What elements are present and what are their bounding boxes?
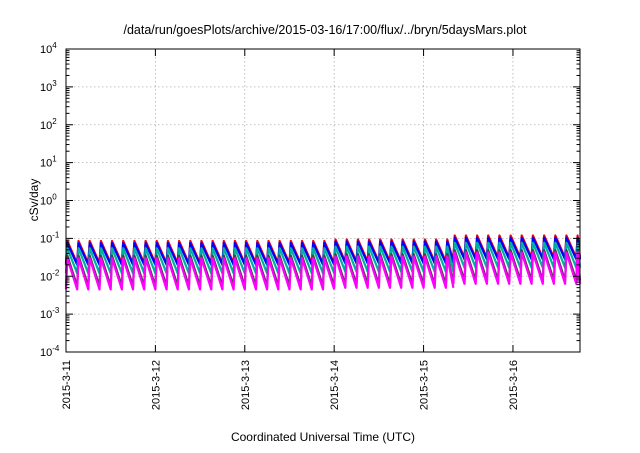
x-axis: 2015-3-11 2015-3-12 2015-3-13 2015-3-14 2015… xyxy=(61,49,520,410)
y-tick-label: 10-2 xyxy=(40,268,60,283)
y-tick-base: 10 xyxy=(40,271,52,283)
x-tick-label: 2015-3-12 xyxy=(150,360,162,410)
y-tick-exponent: 4 xyxy=(52,41,57,50)
y-tick-label: 10-3 xyxy=(40,306,60,321)
series-layer xyxy=(64,234,582,291)
y-tick-label: 104 xyxy=(40,41,57,56)
x-tick-label: 2015-3-13 xyxy=(240,360,252,410)
y-tick-exponent: -2 xyxy=(52,268,60,277)
y-tick-exponent: 2 xyxy=(52,117,57,126)
y-axis-label: cSv/day xyxy=(27,179,41,222)
y-tick-base: 10 xyxy=(40,347,52,359)
y-tick-base: 10 xyxy=(40,196,52,208)
y-tick-base: 10 xyxy=(40,82,52,94)
x-tick-label: 2015-3-14 xyxy=(329,360,341,410)
y-tick-label: 10-4 xyxy=(40,344,60,359)
y-tick-base: 10 xyxy=(40,120,52,132)
y-tick-exponent: -1 xyxy=(52,230,60,239)
y-tick-base: 10 xyxy=(40,309,52,321)
y-tick-label: 10-1 xyxy=(40,230,60,245)
chart-title: /data/run/goesPlots/archive/2015-03-16/1… xyxy=(123,23,527,37)
y-tick-exponent: 3 xyxy=(52,79,57,88)
y-tick-label: 103 xyxy=(40,79,57,94)
y-tick-label: 100 xyxy=(40,193,57,208)
series-line xyxy=(64,251,582,291)
x-tick-label: 2015-3-11 xyxy=(61,360,73,409)
y-tick-label: 102 xyxy=(40,117,57,132)
y-tick-exponent: -4 xyxy=(52,344,60,353)
x-tick-label: 2015-3-16 xyxy=(508,360,520,410)
x-tick-label: 2015-3-15 xyxy=(419,360,431,410)
y-tick-base: 10 xyxy=(40,44,52,56)
y-tick-base: 10 xyxy=(40,158,52,170)
y-tick-exponent: 1 xyxy=(52,155,57,164)
x-axis-label: Coordinated Universal Time (UTC) xyxy=(231,430,415,444)
grid xyxy=(66,49,580,352)
y-tick-base: 10 xyxy=(40,233,52,245)
y-tick-exponent: -3 xyxy=(52,306,60,315)
y-tick-label: 101 xyxy=(40,155,57,170)
y-tick-exponent: 0 xyxy=(52,193,57,202)
